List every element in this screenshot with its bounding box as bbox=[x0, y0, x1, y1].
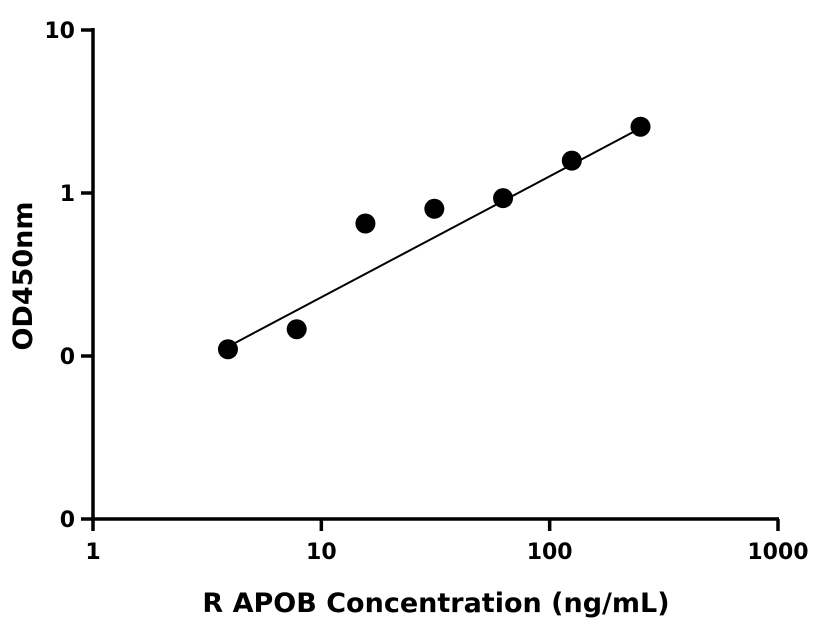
y-tick-label: 0 bbox=[60, 508, 75, 533]
x-axis-title: R APOB Concentration (ng/mL) bbox=[202, 588, 669, 619]
y-tick-label: 10 bbox=[44, 19, 75, 44]
x-tick-label: 100 bbox=[527, 540, 573, 565]
data-point bbox=[630, 116, 651, 137]
x-tick-label: 10 bbox=[306, 540, 337, 565]
data-point bbox=[217, 339, 238, 360]
data-point bbox=[493, 188, 514, 209]
y-tick-label: 0 bbox=[60, 345, 75, 370]
data-point bbox=[286, 319, 307, 340]
data-point bbox=[561, 150, 582, 171]
data-point bbox=[424, 198, 445, 219]
x-tick-label: 1 bbox=[85, 540, 100, 565]
y-axis-title: OD450nm bbox=[8, 201, 39, 350]
x-tick-label: 1000 bbox=[747, 540, 808, 565]
y-tick-label: 1 bbox=[60, 182, 75, 207]
data-point bbox=[355, 213, 376, 234]
